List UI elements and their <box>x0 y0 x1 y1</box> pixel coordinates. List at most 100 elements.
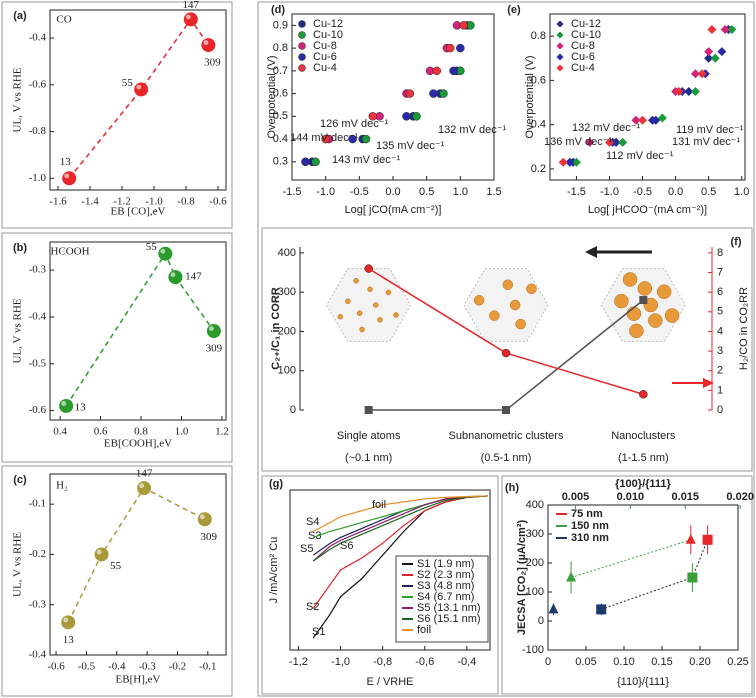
marker <box>558 157 568 167</box>
panel-frame <box>261 227 753 472</box>
legend-label: Cu-8 <box>571 40 595 52</box>
x-tick-label: -0,6 <box>415 656 434 668</box>
annotation: 136 mV dec⁻¹ <box>544 136 613 148</box>
marker <box>674 86 684 96</box>
legend-swatch <box>298 20 306 28</box>
y-tick-label: 0.9 <box>273 19 288 31</box>
marker <box>638 115 648 125</box>
category-size: (1-1.5 nm) <box>618 452 669 464</box>
category-size: (~0.1 nm) <box>345 452 392 464</box>
y-axis-label: UL, V vs RHE <box>12 532 24 597</box>
y2-axis-label: H₂/CO in CO₂RR <box>738 287 750 370</box>
legend-swatch <box>298 42 306 50</box>
marker <box>361 134 371 144</box>
marker <box>685 533 696 544</box>
marker <box>690 69 700 79</box>
legend-label: S3 (4.8 nm) <box>417 580 474 592</box>
marker-highlight <box>203 40 209 46</box>
x-tick-label: 0.15 <box>651 656 672 668</box>
series-label: S2 <box>306 601 319 613</box>
cluster-atom <box>515 318 526 330</box>
legend-label: S4 (6.7 nm) <box>417 591 474 603</box>
arrow-head <box>585 246 597 258</box>
y-tick-label: -0.4 <box>29 649 47 661</box>
panel-frame <box>1 465 233 697</box>
marker <box>59 398 74 413</box>
marker-highlight <box>61 401 67 406</box>
y2-tick-label: 8 <box>717 247 723 259</box>
panel-label: (e) <box>507 4 521 16</box>
x-tick-label: 1.0 <box>453 186 468 198</box>
x2-axis-label: {100}/{111} <box>615 478 671 490</box>
y-tick-label: -0.3 <box>29 598 47 610</box>
y-tick-label: 0.8 <box>273 42 288 54</box>
x-tick-label: -0.5 <box>350 186 369 198</box>
series-label: S1 <box>312 626 325 638</box>
plot-frame <box>49 473 227 656</box>
chart-title: H₂ <box>56 480 68 492</box>
marker <box>501 348 511 358</box>
marker <box>61 615 76 630</box>
marker <box>456 43 465 53</box>
panel-frame <box>1 1 233 229</box>
x-axis-label: Log[ jHCOO⁻(mA cm⁻²)] <box>588 204 707 216</box>
marker <box>439 89 448 98</box>
point-label: 13 <box>60 156 72 168</box>
y-tick-label: 300 <box>278 286 296 298</box>
y-tick-label: -0.2 <box>29 548 46 560</box>
marker <box>449 66 458 76</box>
point-label: 309 <box>206 343 223 355</box>
cluster-atom <box>337 313 344 320</box>
series-label: S3 <box>308 530 321 542</box>
category-label: Nanoclusters <box>611 430 676 442</box>
cluster-atom <box>473 294 485 306</box>
x-axis-label: Log[ jCO(mA cm⁻²)] <box>345 204 442 216</box>
marker <box>405 89 415 98</box>
y2-tick-label: 3 <box>717 345 723 357</box>
legend-swatch <box>556 64 564 72</box>
x-tick-label: 1.5 <box>486 186 501 198</box>
x-tick-label: -1.5 <box>567 186 586 198</box>
x-tick-label: -1.2 <box>113 196 130 208</box>
panel-label: (h) <box>505 482 519 494</box>
panel: -1,2 -1,0 -0,8 -0,6 -0,4 (g) E / VRHE J /mA/cm²… <box>268 478 491 688</box>
annotation: 132 mV dec⁻¹ <box>438 124 507 136</box>
marker <box>657 113 667 123</box>
marker-highlight <box>160 248 166 254</box>
marker-highlight <box>64 173 70 179</box>
y2-tick-label: 5 <box>717 306 723 318</box>
marker <box>429 89 438 98</box>
plot-frame <box>49 9 227 191</box>
x-tick-label: -1,2 <box>289 656 308 668</box>
annotation: 143 mV dec⁻¹ <box>332 154 401 166</box>
y-tick-label: -100 <box>522 644 544 656</box>
panel-label: (c) <box>13 474 27 486</box>
y-tick-label: 400 <box>526 499 544 511</box>
arrow-head <box>703 378 714 388</box>
legend-label: 75 nm <box>571 508 603 520</box>
x-tick-label: 0.6 <box>94 426 108 438</box>
x-tick-label: -0.8 <box>177 196 195 208</box>
x-tick-label: -0.1 <box>199 661 216 673</box>
y-axis-label: J /mA/cm² Cu <box>268 537 280 604</box>
marker <box>639 296 648 305</box>
marker <box>720 24 730 34</box>
marker-highlight <box>136 84 142 90</box>
x-tick-label: 0.10 <box>613 656 634 668</box>
y-tick-label: -0.4 <box>29 32 47 44</box>
x-tick-label: -0.4 <box>108 661 126 673</box>
marker <box>684 86 694 96</box>
y-tick-label: 300 <box>526 528 544 540</box>
x2-tick-label: 0.005 <box>562 491 590 503</box>
x-axis-label: E / VRHE <box>366 676 413 688</box>
x-tick-label: -0,4 <box>457 656 476 668</box>
cluster-atom <box>367 286 373 293</box>
series-line <box>67 487 206 623</box>
legend-label: Cu-10 <box>313 29 343 41</box>
marker <box>566 571 577 582</box>
marker <box>565 157 575 167</box>
marker <box>158 246 173 261</box>
cluster-atom <box>489 310 500 321</box>
cluster-atom <box>345 298 351 305</box>
